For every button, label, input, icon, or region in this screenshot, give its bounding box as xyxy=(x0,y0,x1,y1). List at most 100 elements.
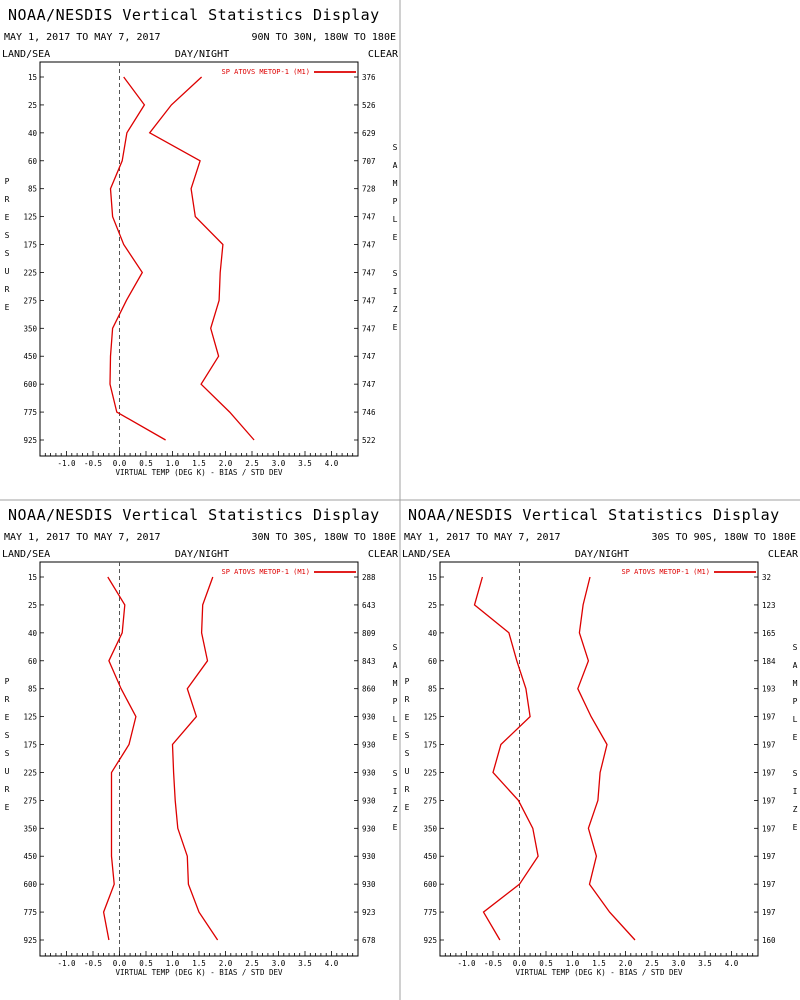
pressure-tick-label: 925 xyxy=(23,436,37,445)
sample-size-label: 197 xyxy=(762,796,776,805)
y-axis-label-char: U xyxy=(5,267,10,276)
pressure-tick-label: 225 xyxy=(23,268,37,277)
sample-size-label: 809 xyxy=(362,629,376,638)
sample-size-label: 197 xyxy=(762,852,776,861)
x-tick-label: 3.0 xyxy=(272,459,286,468)
sample-size-label: 526 xyxy=(362,101,376,110)
sample-size-label: 930 xyxy=(362,852,376,861)
std_dev-series-line xyxy=(171,576,219,941)
sample-size-axis-label-char: S xyxy=(393,769,398,778)
pressure-tick-label: 450 xyxy=(423,852,437,861)
sample-size-axis-label-char: S xyxy=(793,643,798,652)
sample-size-axis-label-char: L xyxy=(393,715,398,724)
date-range: MAY 1, 2017 TO MAY 7, 2017 xyxy=(404,532,561,543)
sample-size-label: 678 xyxy=(362,936,376,945)
sample-size-axis-label-char: A xyxy=(393,161,398,170)
x-tick-label: 0.0 xyxy=(513,959,527,968)
sample-size-label: 747 xyxy=(362,324,376,333)
region-label: 90N TO 30N, 180W TO 180E xyxy=(252,32,397,43)
pressure-tick-label: 600 xyxy=(23,380,37,389)
y-axis-label-char: S xyxy=(5,249,10,258)
sample-size-axis-label-char: L xyxy=(793,715,798,724)
x-tick-label: 1.0 xyxy=(166,459,180,468)
y-axis-label-char: E xyxy=(5,213,10,222)
y-axis-label-char: R xyxy=(5,285,10,294)
pressure-tick-label: 350 xyxy=(423,824,437,833)
sample-size-label: 746 xyxy=(362,408,376,417)
y-axis-label-char: S xyxy=(5,731,10,740)
sample-size-axis-label-char: I xyxy=(793,787,798,796)
sample-size-axis-label-char: M xyxy=(393,179,398,188)
sample-size-axis-label-char: E xyxy=(393,323,398,332)
chart-title: NOAA/NESDIS Vertical Statistics Display xyxy=(408,506,780,524)
x-tick-label: 4.0 xyxy=(325,459,339,468)
x-tick-label: 2.0 xyxy=(219,959,233,968)
sample-size-axis-label-char xyxy=(393,251,398,260)
sample-size-axis-label-char: L xyxy=(393,215,398,224)
sample-size-axis-label-char: E xyxy=(393,233,398,242)
sample-size-label: 376 xyxy=(362,73,376,82)
sample-size-label: 747 xyxy=(362,213,376,222)
pressure-tick-label: 85 xyxy=(428,685,437,694)
pressure-tick-label: 275 xyxy=(23,296,37,305)
x-tick-label: 3.5 xyxy=(298,459,312,468)
x-tick-label: 0.5 xyxy=(539,959,553,968)
x-tick-label: 1.0 xyxy=(566,959,580,968)
pressure-tick-label: 15 xyxy=(28,73,37,82)
sample-size-axis-label-char: I xyxy=(393,287,398,296)
sample-size-axis-label-char: E xyxy=(393,733,398,742)
y-axis-label-char: P xyxy=(5,177,10,186)
x-tick-label: 2.5 xyxy=(645,959,659,968)
x-tick-label: -0.5 xyxy=(84,959,102,968)
y-axis-label-char: P xyxy=(405,677,410,686)
sample-size-label: 643 xyxy=(362,601,376,610)
region-label: 30N TO 30S, 180W TO 180E xyxy=(252,532,397,543)
x-tick-label: 0.5 xyxy=(139,459,153,468)
sample-size-label: 923 xyxy=(362,908,376,917)
pressure-tick-label: 925 xyxy=(423,936,437,945)
pressure-tick-label: 275 xyxy=(23,796,37,805)
sample-size-label: 629 xyxy=(362,129,376,138)
sample-size-label: 747 xyxy=(362,380,376,389)
pressure-tick-label: 775 xyxy=(423,908,437,917)
x-tick-label: 0.5 xyxy=(139,959,153,968)
y-axis-label-char: S xyxy=(405,749,410,758)
sample-size-axis-label-char: E xyxy=(393,823,398,832)
sample-size-axis-label-char: M xyxy=(393,679,398,688)
pressure-tick-label: 25 xyxy=(428,601,437,610)
sample-size-axis-label-char: E xyxy=(793,823,798,832)
pressure-tick-label: 175 xyxy=(23,741,37,750)
x-axis-label: VIRTUAL TEMP (DEG K) - BIAS / STD DEV xyxy=(115,968,283,977)
sample-size-label: 197 xyxy=(762,908,776,917)
day-night-label: DAY/NIGHT xyxy=(175,49,229,60)
pressure-tick-label: 225 xyxy=(423,768,437,777)
pressure-tick-label: 25 xyxy=(28,601,37,610)
sample-size-label: 930 xyxy=(362,824,376,833)
pressure-tick-label: 350 xyxy=(23,324,37,333)
y-axis-label-char: E xyxy=(5,803,10,812)
sample-size-label: 860 xyxy=(362,685,376,694)
y-axis-label-char: R xyxy=(405,785,410,794)
pressure-tick-label: 600 xyxy=(423,880,437,889)
sample-size-label: 184 xyxy=(762,657,776,666)
pressure-tick-label: 40 xyxy=(28,129,38,138)
pressure-tick-label: 125 xyxy=(423,713,437,722)
x-tick-label: 3.5 xyxy=(298,959,312,968)
date-range: MAY 1, 2017 TO MAY 7, 2017 xyxy=(4,532,161,543)
pressure-tick-label: 85 xyxy=(28,185,37,194)
pressure-tick-label: 225 xyxy=(23,768,37,777)
sample-size-axis-label-char: Z xyxy=(393,805,398,814)
sample-size-axis-label-char: Z xyxy=(393,305,398,314)
x-tick-label: 0.0 xyxy=(113,959,127,968)
x-tick-label: 1.0 xyxy=(166,959,180,968)
pressure-tick-label: 450 xyxy=(23,352,37,361)
sample-size-label: 747 xyxy=(362,296,376,305)
sample-size-axis-label-char xyxy=(393,751,398,760)
bias-series-line xyxy=(109,76,166,441)
x-tick-label: 4.0 xyxy=(325,959,339,968)
y-axis-label-char: U xyxy=(405,767,410,776)
